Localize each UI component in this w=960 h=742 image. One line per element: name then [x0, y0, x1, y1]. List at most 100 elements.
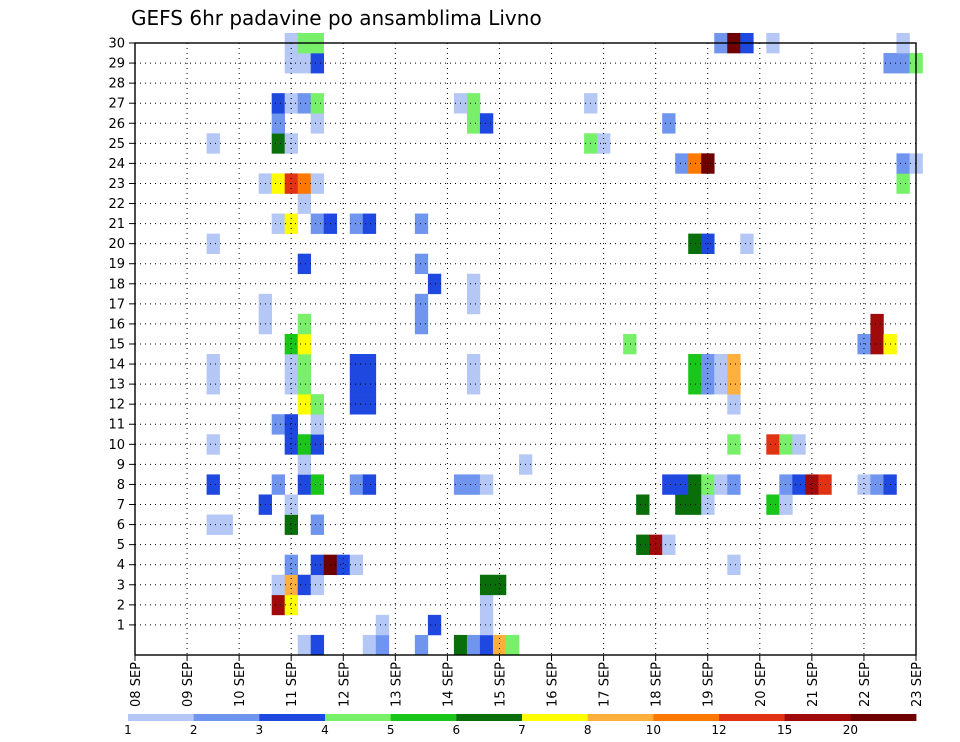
- data-cell: [284, 333, 299, 355]
- data-cell: [427, 614, 442, 636]
- x-tick-label: 20 SEP: [754, 662, 769, 707]
- data-cell: [701, 374, 715, 395]
- y-tick-label: 7: [117, 498, 125, 513]
- data-cell: [310, 113, 325, 134]
- data-cell: [271, 414, 285, 435]
- data-cell: [336, 554, 351, 576]
- data-cell: [896, 53, 910, 74]
- x-tick-label: 22 SEP: [858, 662, 873, 707]
- data-cell: [675, 494, 689, 515]
- data-cell: [297, 454, 312, 475]
- colorbar-label: 4: [321, 723, 329, 737]
- data-cell: [362, 354, 377, 375]
- y-tick-label: 30: [108, 37, 125, 52]
- x-tick-label: 19 SEP: [702, 662, 717, 707]
- data-cell: [284, 354, 299, 375]
- data-cell: [362, 213, 377, 234]
- data-cell: [466, 273, 481, 295]
- chart-title: GEFS 6hr padavine po ansamblima Livno: [131, 6, 542, 30]
- data-cell: [675, 153, 689, 174]
- colorbar-swatch: [719, 714, 786, 721]
- data-cell: [284, 554, 299, 576]
- data-cell: [297, 354, 312, 375]
- data-cell: [349, 394, 364, 415]
- data-cell: [701, 354, 715, 375]
- colorbar-swatch: [456, 714, 523, 721]
- colorbar-label: 3: [256, 723, 264, 737]
- data-cell: [271, 173, 285, 194]
- data-cell: [310, 514, 325, 535]
- data-cell: [636, 494, 650, 515]
- data-cell: [362, 394, 377, 415]
- y-tick-label: 12: [108, 398, 125, 413]
- data-cell: [427, 273, 442, 295]
- data-cell: [857, 333, 871, 355]
- data-cell: [414, 213, 429, 234]
- data-cell: [479, 574, 494, 596]
- data-cell: [701, 474, 715, 495]
- data-cell: [466, 293, 481, 315]
- data-cell: [297, 374, 312, 395]
- data-cell: [310, 394, 325, 415]
- y-tick-label: 24: [108, 157, 125, 172]
- data-cell: [896, 173, 910, 194]
- colorbar-swatch: [128, 714, 195, 721]
- data-cell: [662, 113, 676, 134]
- data-cell: [727, 394, 741, 415]
- data-cell: [206, 133, 220, 154]
- data-cell: [297, 93, 312, 114]
- data-cell: [453, 634, 468, 656]
- colorbar-swatch: [784, 714, 851, 721]
- x-tick-label: 18 SEP: [650, 662, 665, 707]
- data-cell: [701, 494, 715, 515]
- colorbar-swatch: [259, 714, 326, 721]
- data-cell: [310, 574, 325, 596]
- data-cell: [727, 374, 741, 395]
- data-cell: [466, 93, 481, 114]
- data-cell: [206, 374, 220, 395]
- data-cell: [284, 374, 299, 395]
- data-cell: [349, 554, 364, 576]
- y-tick-label: 20: [108, 237, 125, 252]
- data-cell: [727, 434, 741, 455]
- data-cell: [271, 93, 285, 114]
- data-cell: [297, 253, 312, 275]
- x-tick-label: 09 SEP: [181, 662, 196, 707]
- data-cell: [466, 634, 481, 656]
- colorbar-swatch: [653, 714, 720, 721]
- y-tick-label: 10: [108, 438, 125, 453]
- y-tick-label: 15: [108, 337, 125, 352]
- data-cell: [766, 434, 780, 455]
- data-cell: [688, 474, 702, 495]
- x-tick-label: 08 SEP: [129, 662, 144, 707]
- data-cell: [792, 434, 806, 455]
- data-cell: [740, 233, 754, 254]
- y-tick-label: 14: [108, 358, 125, 373]
- data-cell: [297, 53, 312, 74]
- data-cell: [492, 574, 507, 596]
- data-cell: [284, 594, 299, 616]
- data-cell: [271, 594, 285, 616]
- colorbar-label: 15: [777, 723, 792, 737]
- data-cell: [688, 233, 702, 254]
- data-cell: [310, 53, 325, 74]
- data-cell: [623, 333, 637, 355]
- y-tick-label: 18: [108, 277, 125, 292]
- data-cell: [479, 594, 494, 616]
- y-tick-label: 21: [108, 217, 125, 232]
- colorbar-label: 6: [453, 723, 461, 737]
- colorbar-label: 7: [518, 723, 526, 737]
- grid-layer: [135, 42, 916, 655]
- data-cell: [271, 574, 285, 596]
- data-cell: [766, 494, 780, 515]
- data-cell: [792, 474, 806, 495]
- y-tick-label: 19: [108, 257, 125, 272]
- data-cell: [297, 333, 312, 355]
- data-cell: [284, 414, 299, 435]
- data-cell: [466, 374, 481, 395]
- data-cell: [727, 354, 741, 375]
- y-tick-label: 22: [108, 197, 125, 212]
- y-tick-label: 5: [117, 538, 125, 553]
- data-cell: [466, 474, 481, 495]
